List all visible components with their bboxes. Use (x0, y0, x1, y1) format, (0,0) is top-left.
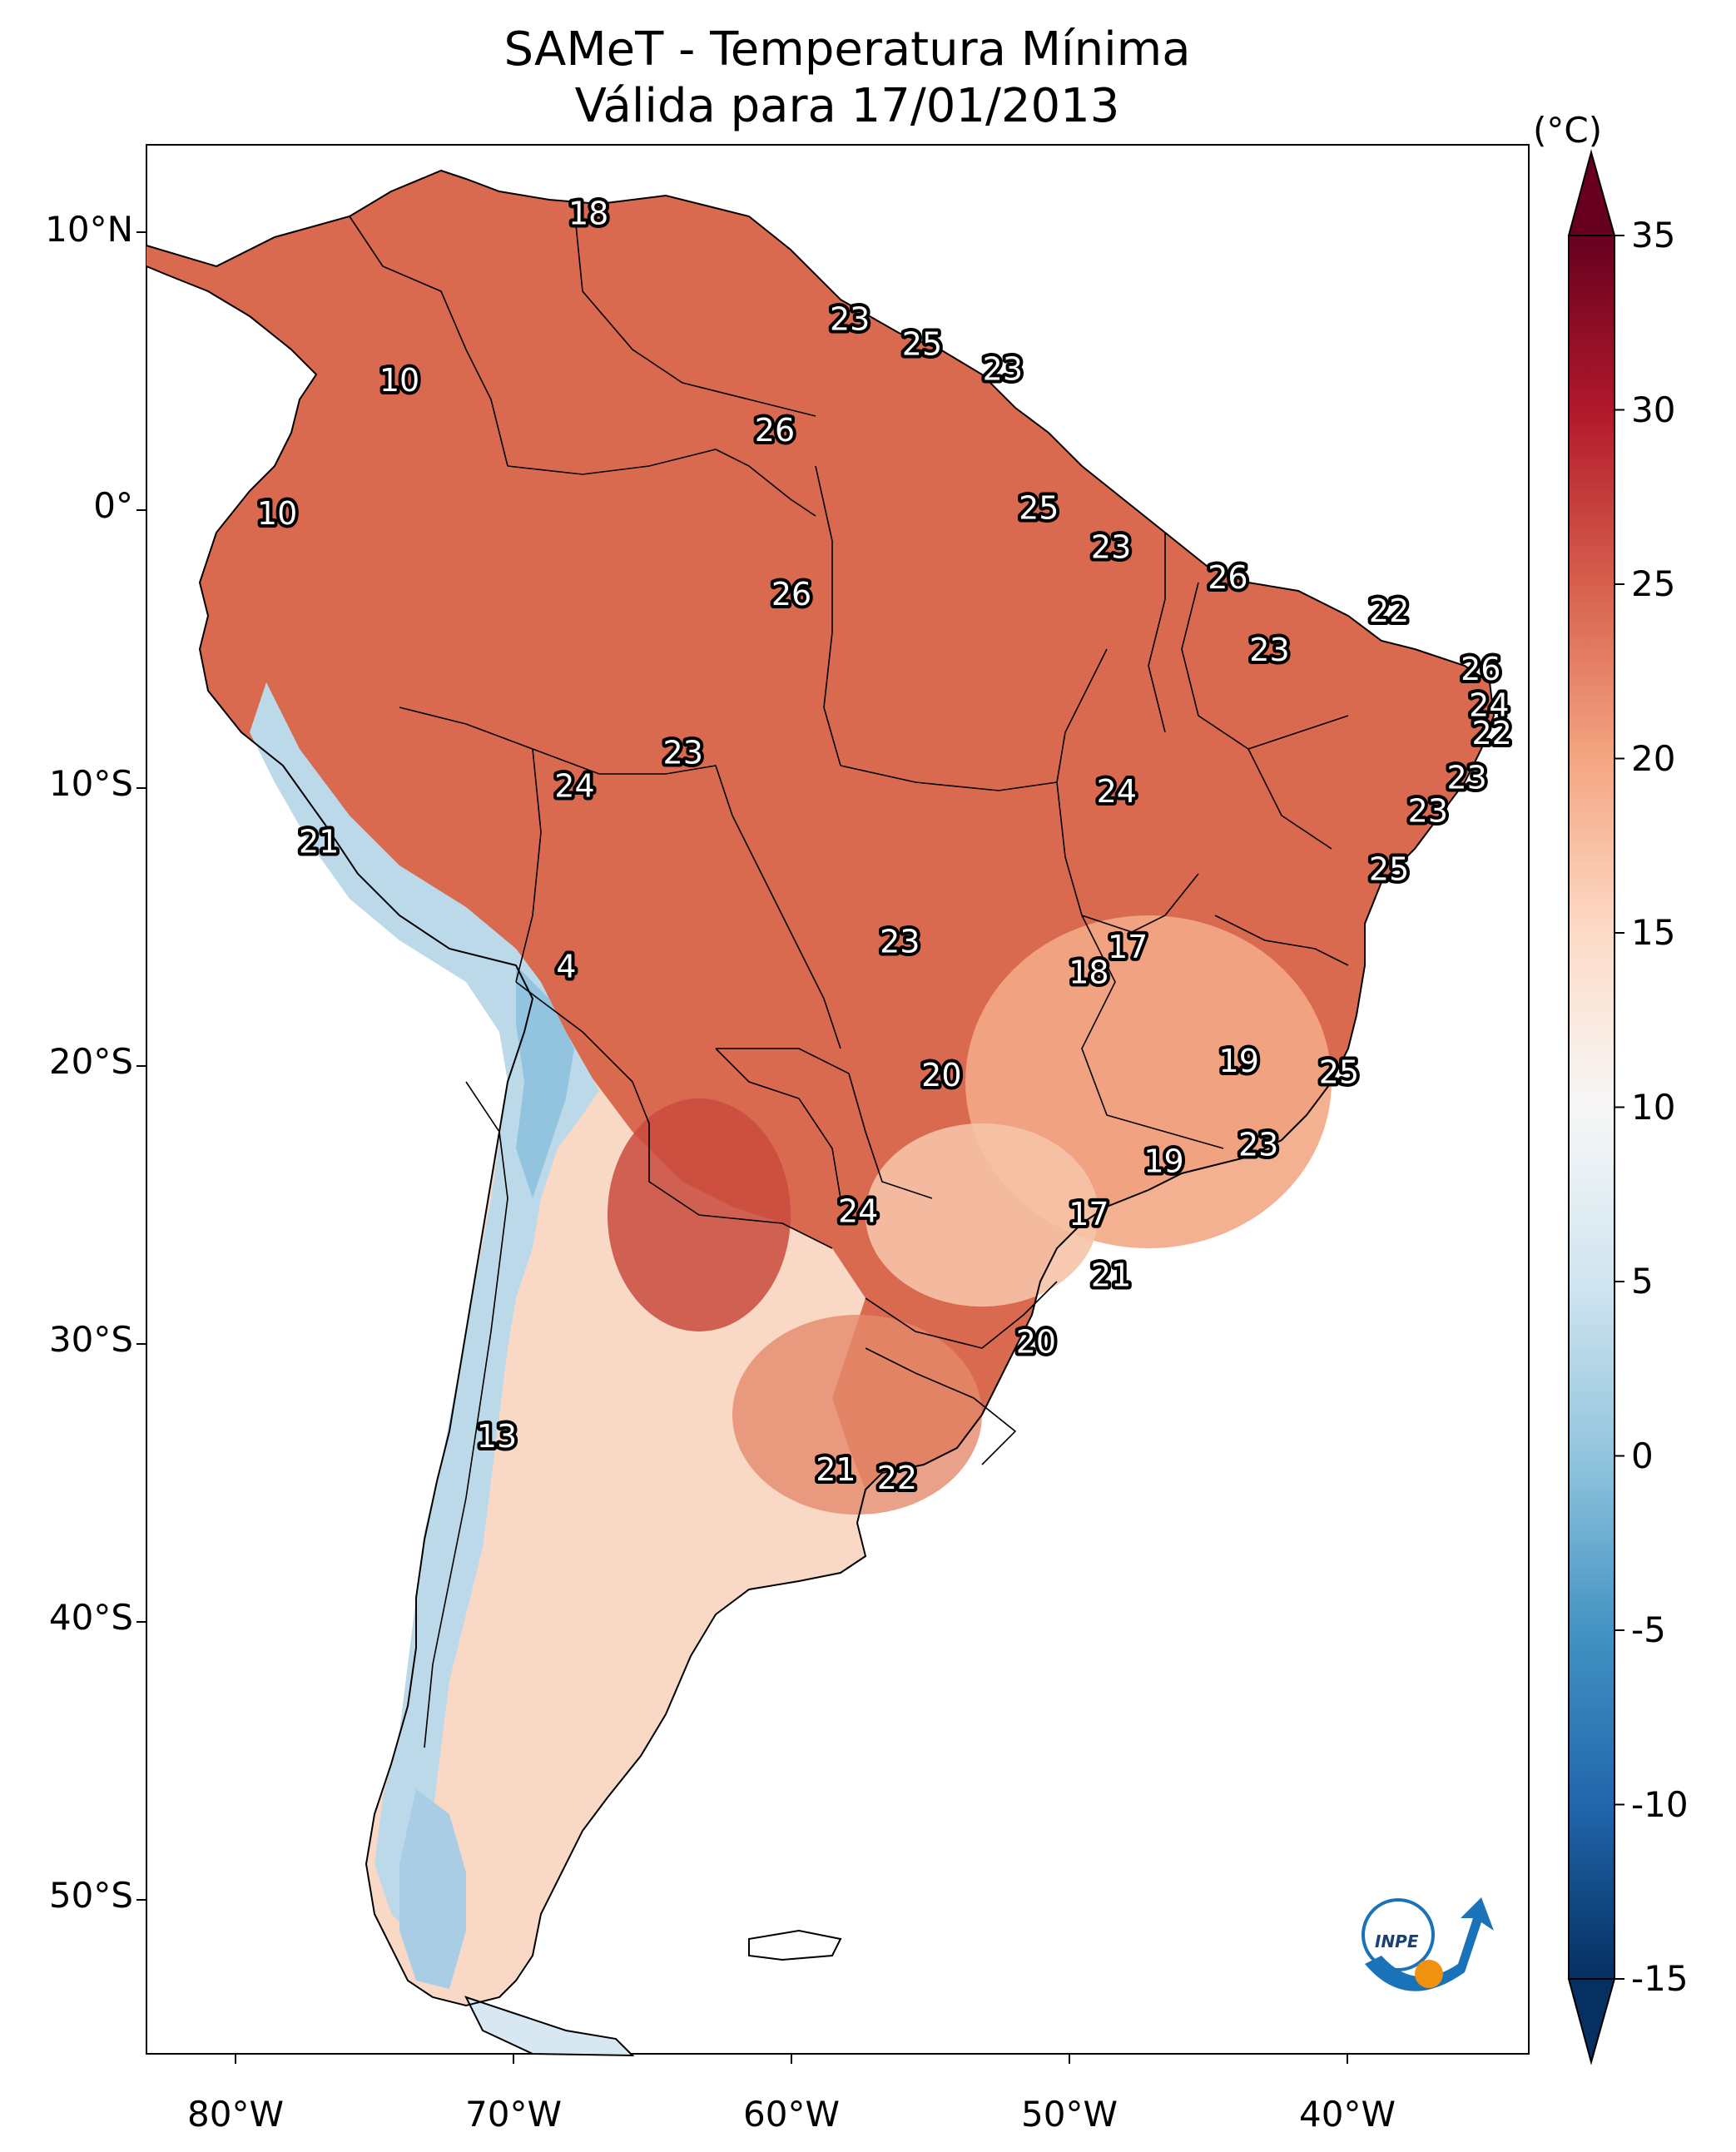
temperature-label: 26 (1461, 651, 1500, 687)
temperature-label: 26 (755, 412, 795, 449)
colorbar-max-extend (1567, 149, 1616, 236)
temperature-label: 23 (880, 924, 920, 960)
patagonia-cold-region (399, 1789, 466, 1989)
temperature-label: 10 (379, 362, 419, 399)
temperature-label: 13 (477, 1418, 517, 1455)
temperature-label: 25 (1019, 490, 1059, 527)
andes-cold-region (250, 682, 599, 1939)
colorbar-tick-label: 25 (1631, 563, 1676, 604)
temperature-label: 23 (1446, 759, 1486, 796)
temperature-label: 21 (816, 1451, 856, 1488)
temperature-label: 24 (838, 1193, 878, 1230)
colorbar-tick-label: 5 (1631, 1261, 1654, 1302)
temperature-label: 20 (921, 1057, 961, 1093)
lat-label-10n: 10°N (45, 209, 133, 250)
temperature-label: 17 (1069, 1196, 1109, 1232)
temperature-label: 18 (1069, 954, 1109, 990)
temperature-label: 26 (1208, 559, 1247, 596)
colorbar-tick-label: -5 (1631, 1609, 1666, 1650)
axis-ticks (136, 231, 1348, 2064)
lat-label-20s: 20°S (48, 1041, 133, 1082)
temperature-label: 10 (257, 495, 297, 532)
pampas-warm-region (732, 1315, 982, 1515)
colorbar-tick-label: -10 (1631, 1784, 1689, 1825)
colorbar-tick-label: 0 (1631, 1435, 1654, 1476)
colorbar-tick-label: 10 (1631, 1087, 1676, 1128)
temperature-label: 20 (1016, 1324, 1056, 1361)
colorbar-tick-label: 35 (1631, 215, 1676, 255)
temperature-label: 23 (983, 351, 1023, 388)
inpe-logo: INPE (1362, 1897, 1494, 1991)
temperature-label: 17 (1108, 929, 1148, 965)
colorbar-body (1568, 235, 1615, 1980)
temperature-label: 25 (1369, 851, 1409, 888)
tierra-del-fuego (464, 1996, 635, 2057)
temperature-label: 19 (1219, 1043, 1259, 1079)
country-borders (349, 207, 1349, 1748)
temperature-label: 26 (771, 576, 811, 612)
temperature-label: 18 (568, 195, 608, 231)
temperature-label: 19 (1143, 1143, 1183, 1179)
falkland-islands (748, 1929, 842, 1961)
temperature-label: 25 (1319, 1054, 1359, 1091)
inpe-logo-text: INPE (1375, 1931, 1419, 1951)
lat-label-40s: 40°S (48, 1597, 133, 1638)
temperature-label: 21 (1091, 1257, 1131, 1293)
lat-label-50s: 50°S (48, 1875, 133, 1916)
colorbar-unit: (°C) (1533, 110, 1603, 151)
lon-label-40w: 40°W (1299, 2094, 1396, 2135)
temperature-label: 23 (1091, 528, 1131, 565)
lat-label-10s: 10°S (48, 763, 133, 804)
temperature-label: 22 (877, 1460, 917, 1496)
andes-core-region (516, 965, 574, 1198)
colorbar (1567, 149, 1624, 2065)
temperature-label: 21 (299, 823, 339, 860)
map-subtitle: Válida para 17/01/2013 (574, 79, 1120, 133)
temperature-label: 23 (1249, 632, 1289, 668)
lat-label-30s: 30°S (48, 1319, 133, 1360)
temperature-label: 25 (902, 325, 942, 362)
lon-label-50w: 50°W (1021, 2094, 1118, 2135)
temperature-label: 23 (830, 300, 870, 337)
lon-label-60w: 60°W (743, 2094, 840, 2135)
temperature-label: 23 (1408, 793, 1448, 830)
continent-outline (146, 169, 1495, 2007)
temperature-label: 22 (1369, 593, 1409, 629)
temperature-label: 24 (554, 768, 594, 805)
temperature-label: 4 (556, 949, 576, 985)
temperature-label: 23 (663, 734, 703, 771)
colorbar-tick-label: 30 (1631, 389, 1676, 430)
southeast-mild-region (866, 1123, 1099, 1307)
colorbar-tick-label: 15 (1631, 912, 1676, 953)
lon-label-70w: 70°W (465, 2094, 562, 2135)
temperature-label: 24 (1097, 773, 1137, 810)
temperature-label: 23 (1238, 1126, 1278, 1163)
map-title: SAMeT - Temperatura Mínima (503, 22, 1191, 77)
colorbar-min-extend (1567, 1978, 1616, 2065)
temperature-label: 22 (1472, 715, 1512, 751)
temperature-label: 24 (1469, 687, 1509, 724)
lon-label-80w: 80°W (187, 2094, 284, 2135)
colorbar-tick-label: 20 (1631, 738, 1676, 779)
colorbar-tick-label: -15 (1631, 1958, 1689, 1999)
lat-label-0: 0° (93, 485, 133, 526)
